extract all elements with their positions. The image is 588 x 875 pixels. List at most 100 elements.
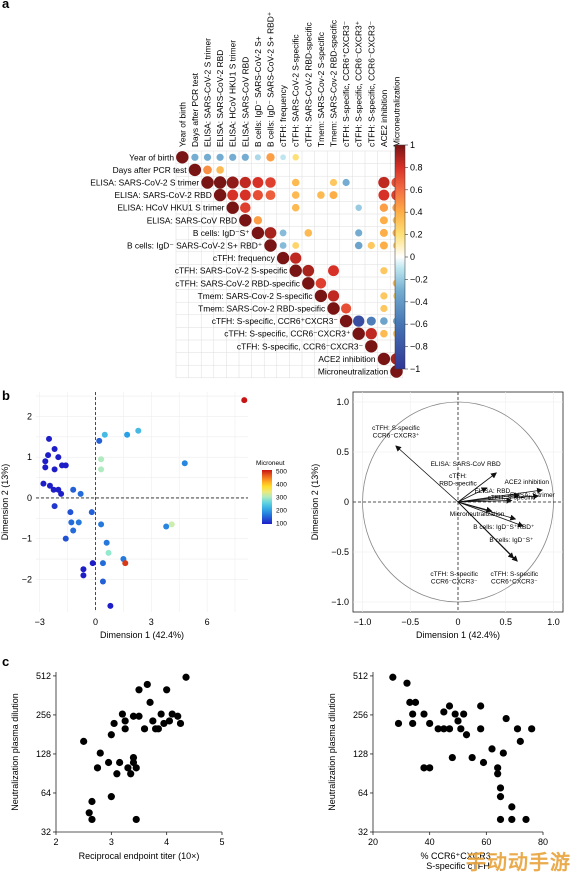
heatmap-correlation-cell [342,178,350,187]
pca-x-tick-label: −3 [35,617,45,627]
heatmap-correlation-cell [355,204,362,211]
pca-point [67,509,74,516]
pca-point [135,427,142,434]
heatmap-row-label: Microneutralization [318,367,389,377]
heatmap-correlation-cell [292,154,299,161]
heatmap-correlation-cell [253,216,263,225]
heatmap-diagonal-cell [251,226,265,240]
colorbar-tick-label: 0.8 [410,162,423,172]
heatmap-correlation-cell [290,252,302,264]
scatter-point [88,815,96,824]
scatter-point [96,749,104,757]
microneut-legend-tick: 200 [276,508,287,515]
scatter-point [522,815,530,824]
scatter-point [426,764,434,772]
heatmap-correlation-cell [379,228,388,237]
heatmap-correlation-cell [378,189,390,201]
pca-point [46,482,53,489]
heatmap-diagonal-cell [302,277,315,290]
biplot-arrow-label: cTFH: S-specific CCR6⁻CXCR3⁺ [372,425,420,440]
scatter-point [499,749,507,757]
heatmap-correlation-cell [227,189,239,201]
pca-point [98,521,105,528]
heatmap-correlation-cell [264,227,277,239]
scatter-point [394,719,403,728]
biplot-arrow-label-line: CCR6⁻CXCR3⁺ [373,433,420,440]
heatmap-diagonal-cell [377,352,391,366]
heatmap-correlation-cell [379,203,389,212]
heatmap-column-label: B cells: IgD⁻ SARS-CoV-2 S+ RBD⁺ [266,12,276,147]
heatmap-correlation-cell [379,216,388,225]
scatter-x-tick-label: 20 [368,837,378,847]
scatter-point [110,719,118,728]
scatter-point [462,731,471,739]
biplot-arrow-label-line: ELISA: S trimer [510,492,556,499]
heatmap-diagonal-cell [213,188,227,202]
pca-point [46,435,53,442]
heatmap-correlation-cell [229,153,237,161]
scatter-point [434,725,442,733]
colorbar-tick-label: −0.4 [410,297,428,307]
heatmap-diagonal-cell [289,264,302,277]
pca-y-axis-label: Dimension 2 (13%) [0,464,10,541]
scatter-x-tick-label: 40 [425,837,435,847]
pca-point [40,480,47,487]
scatter-y-tick-label: 256 [36,710,51,720]
scatter-x-tick-label: 4 [164,837,169,847]
heatmap-correlation-cell [265,190,276,201]
scatter-point [479,758,488,767]
biplot-arrow [457,501,518,562]
endpoint-titer-scatter: 2 3 4 5 32 64 128 256 512 Reciprocal endpoint tit… [10,671,225,861]
heatmap-correlation-cell [279,229,287,237]
heatmap-correlation-cell [239,189,251,201]
heatmap-column-label: cTFH: SARS-CoV-2 S-specific [291,34,301,147]
colorbar-tick-label: 1 [410,140,415,150]
biplot-arrow [457,472,497,503]
pca-point [42,458,49,465]
pca-point [89,560,96,567]
biplot-arrow [457,497,513,504]
scatter-point [165,717,174,725]
pca-point [45,452,52,459]
scatter-x-axis-label: % CCR6⁺CXCR3⁻ S-specific cTFH [420,851,495,871]
microneut-legend: Microneut 500 400 300 200 100 [256,460,287,528]
scatter-point [132,815,140,824]
heatmap-correlation-cell [380,317,388,325]
heatmap-column-label: cTFH: S-specific, CCR6⁺CXCR3⁻ [341,21,351,147]
heatmap-column-label: B cells: IgD⁻ SARS-CoV-2 S+ [253,36,263,147]
heatmap-column-label: cTFH: S-specific, CCR6⁻CXCR3⁺ [354,21,364,147]
scatter-point [420,764,428,772]
scatter-y-tick-label: 32 [41,827,51,837]
scatter-point [113,770,121,778]
heatmap-correlation-cell [252,190,263,201]
heatmap-correlation-cell [252,177,264,188]
heatmap-correlation-cell [327,290,340,302]
pca-point [105,549,112,556]
heatmap-row-label: Days after PCR test [113,165,188,175]
heatmap-correlation-cell [329,191,338,200]
scatter-point [477,702,485,710]
pca-point [58,490,65,497]
scatter-point [403,679,411,687]
scatter-point [389,673,397,681]
correlation-heatmap: Year of birth Days after PCR test ELISA: S… [90,12,404,379]
pca-point [98,466,105,473]
scatter-point [508,803,516,811]
heatmap-diagonal-cell [188,163,202,177]
microneut-legend-tick: 300 [276,495,287,502]
heatmap-correlation-cell [280,154,286,161]
scatter-y-tick-label: 256 [353,710,368,720]
panel-label-b: b [2,388,10,403]
biplot-arrow [457,487,488,503]
heatmap-correlation-cell [226,176,239,189]
scatter-point [124,764,132,772]
heatmap-correlation-cell [354,241,363,250]
microneut-legend-tick: 100 [276,521,287,528]
biplot-arrow-label-line: cTFH: S-specific [490,571,538,578]
heatmap-diagonal-cell [352,327,365,340]
scatter-point [451,710,459,718]
pca-x-tick-label: 3 [149,617,154,627]
scatter-point [129,758,138,767]
heatmap-diagonal-cell [264,239,277,252]
